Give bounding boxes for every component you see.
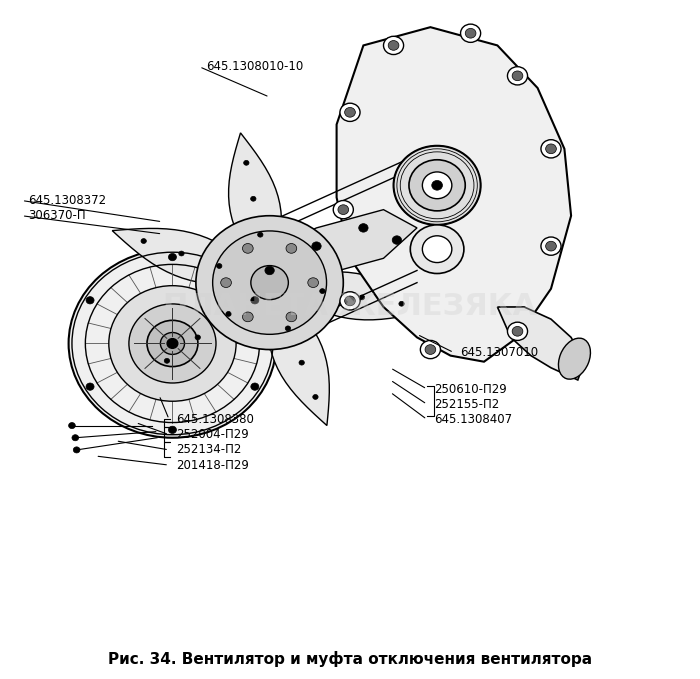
Circle shape [226,312,231,316]
Circle shape [69,249,277,438]
Circle shape [312,242,321,251]
Circle shape [389,41,399,50]
Text: 645.1308380: 645.1308380 [176,413,253,426]
Circle shape [251,265,288,299]
Circle shape [508,67,528,85]
Circle shape [251,383,259,390]
Circle shape [286,312,297,322]
Circle shape [340,292,360,310]
Polygon shape [270,272,435,320]
Circle shape [220,278,232,287]
Text: 306370-П: 306370-П [29,209,86,222]
Circle shape [358,223,368,232]
Circle shape [422,172,452,199]
Circle shape [74,447,80,453]
Circle shape [72,435,78,441]
Circle shape [384,36,404,54]
Text: 252004-П29: 252004-П29 [176,428,248,441]
Polygon shape [267,282,329,426]
Circle shape [69,422,76,428]
Circle shape [169,426,176,433]
Circle shape [169,253,176,261]
Circle shape [195,335,200,340]
Text: 250610-П29: 250610-П29 [434,382,507,396]
Circle shape [512,71,523,81]
Circle shape [299,361,304,365]
Text: 252134-П2: 252134-П2 [176,443,241,456]
Circle shape [147,320,198,367]
Polygon shape [337,27,571,362]
Text: 645.1308010-10: 645.1308010-10 [206,60,303,73]
Circle shape [242,312,253,322]
Text: Рис. 34. Вентилятор и муфта отключения вентилятора: Рис. 34. Вентилятор и муфта отключения в… [108,650,592,667]
Circle shape [167,339,178,348]
Text: 252155-П2: 252155-П2 [434,398,499,411]
Polygon shape [498,307,584,380]
Circle shape [422,236,452,263]
Circle shape [286,244,297,253]
Circle shape [466,29,476,38]
Circle shape [344,107,356,117]
Circle shape [344,296,356,306]
Circle shape [216,263,222,268]
Circle shape [141,238,146,244]
Circle shape [392,236,402,244]
Circle shape [393,146,481,225]
Circle shape [512,327,523,336]
Circle shape [86,383,94,390]
Circle shape [213,231,326,334]
Circle shape [108,286,236,401]
Circle shape [86,297,94,304]
Circle shape [196,216,343,350]
Circle shape [541,140,561,158]
Text: ПЛАНЕТА ЖЕЛЕЗЯКА: ПЛАНЕТА ЖЕЛЕЗЯКА [163,293,537,321]
Circle shape [242,244,253,253]
Text: 645.1308372: 645.1308372 [29,194,106,207]
Circle shape [265,266,274,275]
Circle shape [425,345,436,354]
Text: 645.1307010: 645.1307010 [461,346,539,359]
Circle shape [340,103,360,122]
Circle shape [160,333,185,354]
Circle shape [251,297,259,304]
Polygon shape [141,282,270,380]
Circle shape [545,241,557,251]
Circle shape [410,225,464,274]
Circle shape [320,289,325,293]
Circle shape [461,24,481,42]
Circle shape [313,394,318,399]
Circle shape [432,181,442,190]
Text: 645.1308407: 645.1308407 [434,413,512,426]
Circle shape [409,160,466,211]
Polygon shape [223,210,417,319]
Circle shape [258,232,263,237]
Circle shape [178,251,184,256]
Circle shape [251,196,256,201]
Circle shape [541,237,561,255]
Polygon shape [112,228,270,285]
Circle shape [508,322,528,340]
Polygon shape [229,133,281,282]
Circle shape [545,144,557,153]
Circle shape [338,205,349,215]
Text: 201418-П29: 201418-П29 [176,458,248,472]
Circle shape [286,326,290,331]
Circle shape [244,160,249,165]
Ellipse shape [559,338,591,379]
Circle shape [359,295,365,300]
Circle shape [420,340,440,359]
Circle shape [399,301,404,306]
Circle shape [308,278,318,287]
Circle shape [164,359,169,363]
Circle shape [129,304,216,383]
Circle shape [333,200,354,219]
